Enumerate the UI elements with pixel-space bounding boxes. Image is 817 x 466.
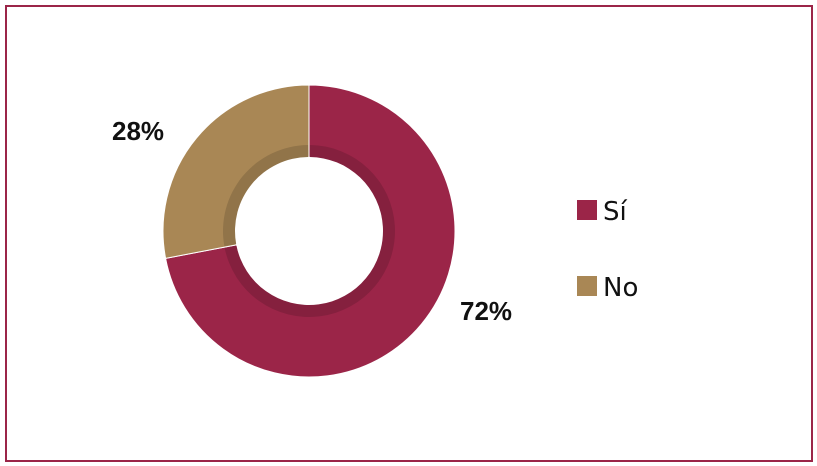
legend: Sí No xyxy=(577,197,638,303)
legend-swatch-si xyxy=(577,200,597,220)
donut-slice-no-inner-band xyxy=(223,145,309,247)
legend-label-no: No xyxy=(603,273,638,303)
legend-label-si: Sí xyxy=(603,197,628,227)
data-label-no: 28% xyxy=(112,116,164,146)
legend-swatch-no xyxy=(577,276,597,296)
data-label-si: 72% xyxy=(460,296,512,326)
donut-slice-no xyxy=(162,84,310,259)
donut-slices xyxy=(162,84,456,378)
donut-slice-si xyxy=(165,84,456,378)
